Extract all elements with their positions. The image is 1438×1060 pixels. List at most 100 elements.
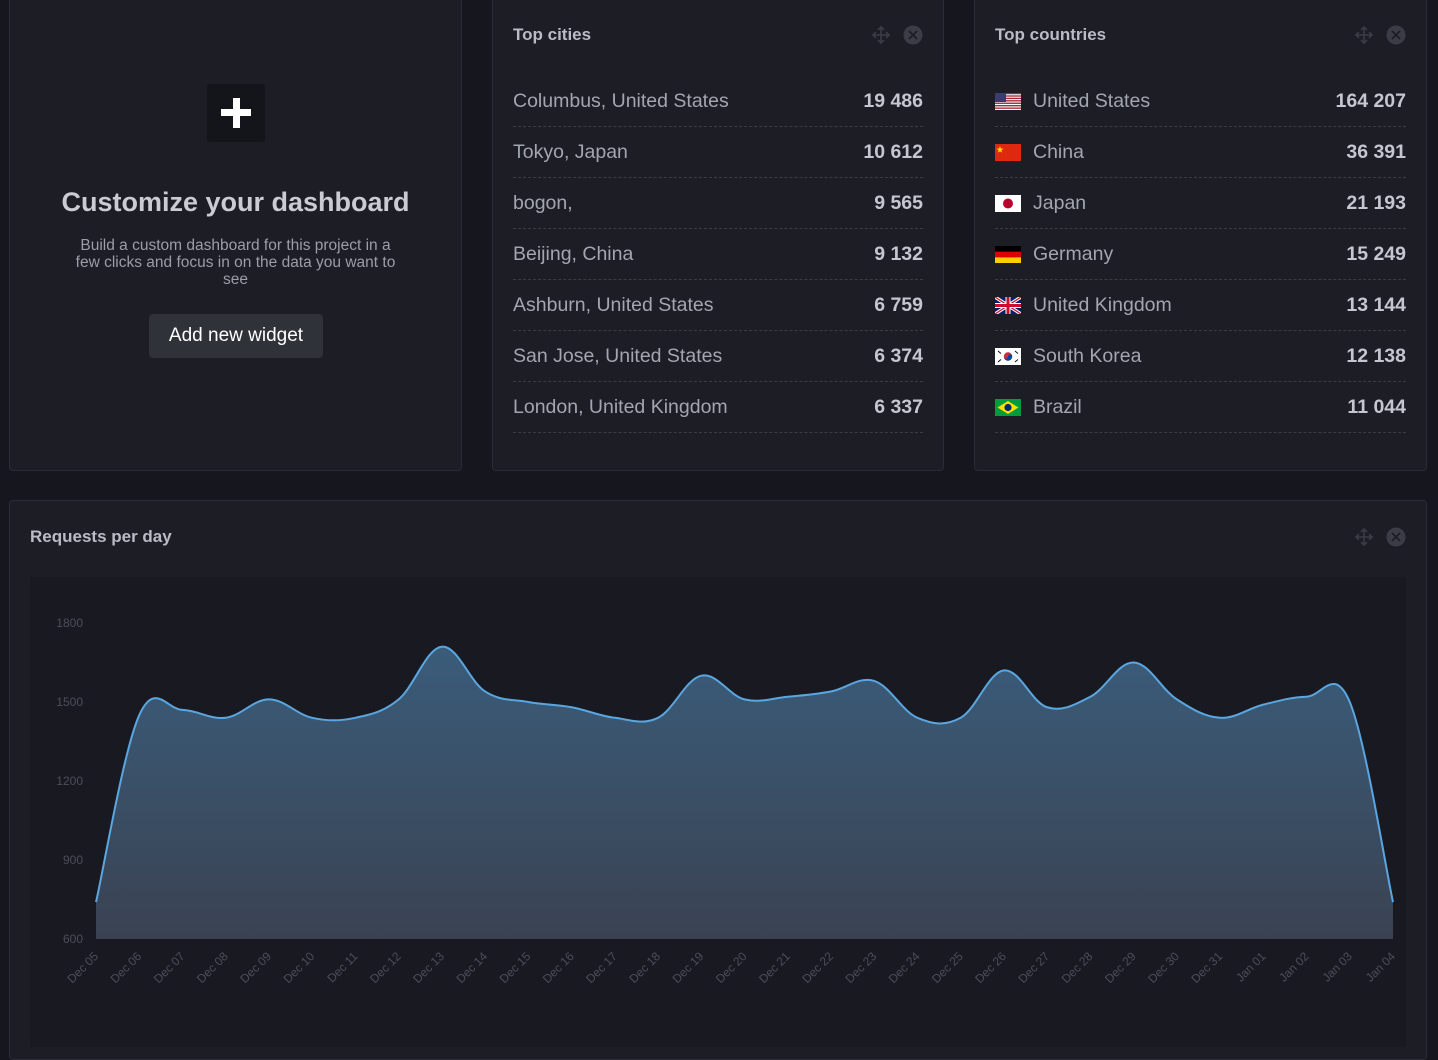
x-tick-label: Dec 24 [886,949,923,986]
list-item[interactable]: Tokyo, Japan 10 612 [513,128,923,178]
list-item[interactable]: United States 164 207 [995,77,1406,127]
customize-description: Build a custom dashboard for this projec… [75,237,396,288]
list-item-value: 9 132 [874,243,923,265]
data-point[interactable] [1174,696,1180,702]
data-point[interactable] [1304,694,1310,700]
x-tick-label: Jan 04 [1363,949,1399,985]
countries-list: United States 164 207 China 36 391 Japan 21 1… [995,77,1406,434]
x-tick-label: Dec 17 [583,949,620,986]
data-point[interactable] [612,715,618,721]
data-point[interactable] [396,696,402,702]
list-item-label: South Korea [1033,345,1142,367]
data-point[interactable] [569,704,575,710]
data-point[interactable] [309,715,315,721]
data-point[interactable] [223,715,229,721]
x-tick-label: Dec 15 [497,949,534,986]
x-tick-label: Dec 08 [194,949,231,986]
y-tick-label: 1800 [56,616,83,630]
x-tick-label: Dec 18 [626,949,663,986]
list-item[interactable]: South Korea 12 138 [995,332,1406,382]
list-item-value: 13 144 [1346,294,1406,316]
gb-flag-icon [995,297,1021,314]
close-icon[interactable] [903,25,923,45]
data-point[interactable] [655,715,661,721]
x-tick-label: Dec 20 [713,949,750,986]
widget-title: Top countries [995,25,1107,44]
data-point[interactable] [93,899,99,905]
list-item-label: Columbus, United States [513,90,729,112]
list-item-label: Japan [1033,192,1087,214]
move-icon[interactable] [1354,527,1374,547]
x-tick-label: Dec 21 [756,949,793,986]
data-point[interactable] [958,715,964,721]
list-item-value: 11 044 [1347,396,1406,418]
data-point[interactable] [1217,715,1223,721]
top-countries-widget: Top countries United States 164 207 China 3… [974,0,1427,471]
list-item[interactable]: bogon, 9 565 [513,179,923,229]
data-point[interactable] [871,678,877,684]
plus-icon[interactable] [207,84,265,142]
list-item[interactable]: Germany 15 249 [995,230,1406,280]
data-point[interactable] [828,688,834,694]
data-point[interactable] [698,673,704,679]
jp-flag-icon [995,195,1021,212]
data-point[interactable] [525,699,531,705]
list-item[interactable]: San Jose, United States 6 374 [513,332,923,382]
cn-flag-icon [995,144,1021,161]
x-tick-label: Dec 09 [237,949,274,986]
list-item[interactable]: China 36 391 [995,128,1406,178]
data-point[interactable] [266,696,272,702]
x-tick-label: Dec 30 [1145,949,1182,986]
list-item-label: United States [1033,90,1151,112]
list-item-value: 6 337 [874,396,923,418]
data-point[interactable] [742,696,748,702]
list-item-label: China [1033,141,1084,163]
list-item-value: 36 391 [1346,141,1406,163]
add-new-widget-button[interactable]: Add new widget [149,314,323,358]
data-point[interactable] [1390,899,1396,905]
customize-title: Customize your dashboard [61,187,410,217]
list-item-label: United Kingdom [1033,294,1172,316]
list-item[interactable]: United Kingdom 13 144 [995,281,1406,331]
data-point[interactable] [352,715,358,721]
list-item[interactable]: Beijing, China 9 132 [513,230,923,280]
cities-list: Columbus, United States 19 486 Tokyo, Japa… [513,77,923,434]
data-point[interactable] [1044,704,1050,710]
list-item-value: 21 193 [1346,192,1406,214]
x-tick-label: Dec 12 [367,949,404,986]
y-tick-label: 600 [63,932,83,946]
data-point[interactable] [785,694,791,700]
list-item[interactable]: Japan 21 193 [995,179,1406,229]
list-item[interactable]: London, United Kingdom 6 337 [513,383,923,433]
x-tick-label: Jan 01 [1233,949,1269,985]
x-tick-label: Dec 26 [972,949,1009,986]
list-item[interactable]: Brazil 11 044 [995,383,1406,433]
kr-flag-icon [995,348,1021,365]
data-point[interactable] [136,712,142,718]
x-tick-label: Dec 06 [108,949,145,986]
data-point[interactable] [1260,702,1266,708]
list-item[interactable]: Columbus, United States 19 486 [513,77,923,127]
data-point[interactable] [1347,699,1353,705]
list-item-label: Tokyo, Japan [513,141,628,163]
data-point[interactable] [179,707,185,713]
move-icon[interactable] [1354,25,1374,45]
list-item-value: 12 138 [1346,345,1406,367]
data-point[interactable] [1087,694,1093,700]
close-icon[interactable] [1386,25,1406,45]
data-point[interactable] [914,715,920,721]
list-item-value: 19 486 [863,90,923,112]
x-tick-label: Dec 16 [540,949,577,986]
move-icon[interactable] [871,25,891,45]
close-icon[interactable] [1386,527,1406,547]
x-tick-label: Dec 19 [670,949,707,986]
series-area [96,646,1393,939]
data-point[interactable] [1131,660,1137,666]
list-item-label: Ashburn, United States [513,294,714,316]
data-point[interactable] [482,688,488,694]
data-point[interactable] [1001,667,1007,673]
data-point[interactable] [439,644,445,650]
br-flag-icon [995,399,1021,416]
list-item[interactable]: Ashburn, United States 6 759 [513,281,923,331]
